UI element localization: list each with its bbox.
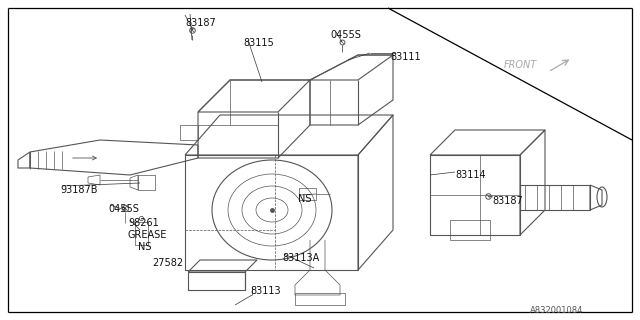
Text: 83113: 83113 (250, 286, 280, 296)
Text: NS: NS (138, 242, 152, 252)
Text: A832001084: A832001084 (530, 306, 584, 315)
Text: 0455S: 0455S (330, 30, 361, 40)
Text: 93187B: 93187B (60, 185, 97, 195)
Text: FRONT: FRONT (504, 60, 536, 70)
Text: NS: NS (298, 194, 312, 204)
Text: 83111: 83111 (390, 52, 420, 62)
Text: 83187: 83187 (492, 196, 523, 206)
Text: GREASE: GREASE (128, 230, 168, 240)
Text: 27582: 27582 (152, 258, 183, 268)
Text: 83115: 83115 (243, 38, 274, 48)
Text: 83113A: 83113A (282, 253, 319, 263)
Text: 83187: 83187 (185, 18, 216, 28)
Text: 83114: 83114 (455, 170, 486, 180)
Text: 98261: 98261 (128, 218, 159, 228)
Text: 0455S: 0455S (108, 204, 139, 214)
